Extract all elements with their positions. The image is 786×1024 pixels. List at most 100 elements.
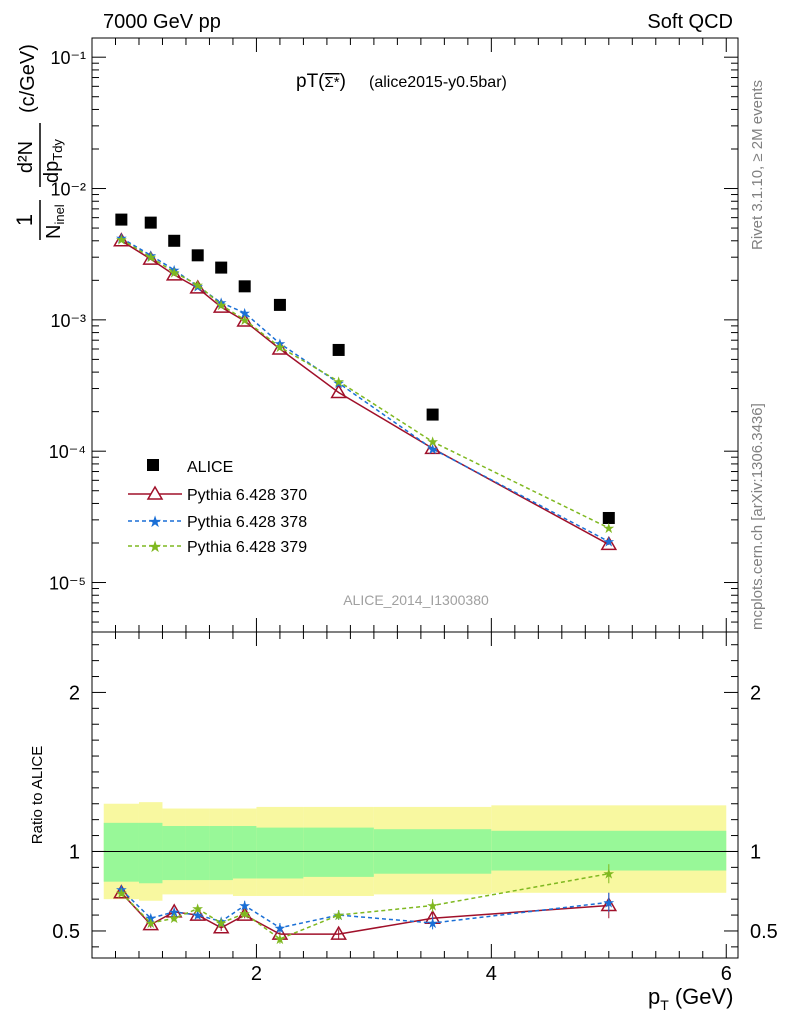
legend-marker-alice — [147, 459, 159, 471]
ratio-378-point: ★ — [144, 911, 157, 927]
pythia-379-point: ★ — [603, 521, 616, 537]
pythia-379-point: ★ — [215, 298, 228, 314]
ylabel-dp-sub: Tdy — [50, 139, 65, 161]
ratio-y-tick-label-right: 0.5 — [750, 921, 778, 943]
ratio-378-point: ★ — [274, 921, 287, 937]
inner-band-segment — [209, 826, 233, 881]
pythia-370-point — [271, 340, 289, 355]
inner-band-segment — [138, 822, 163, 884]
ratio-379-point: ★ — [191, 902, 204, 918]
x-tick-label: 4 — [486, 963, 497, 985]
main-axis-ticks — [92, 38, 738, 632]
alice-data-point — [602, 511, 615, 524]
pythia-379-point: ★ — [426, 435, 439, 451]
ratio-378-point: ★ — [168, 905, 181, 921]
ratio-series: ★★ ★ ★ ★★★★ ★★★★ ★★★★★★★★ — [113, 864, 618, 948]
inner-band-segment — [491, 830, 727, 871]
ylabel-nev-sub: inel — [52, 204, 67, 224]
pythia-378-point: ★ — [115, 231, 128, 247]
ylabel-unit: (c/GeV) — [17, 44, 39, 113]
ratio-370-point — [330, 925, 347, 940]
pythia-370-point — [212, 298, 230, 313]
pythia-378-point: ★ — [603, 535, 616, 551]
alice-data-point — [332, 343, 345, 356]
ratio-379-point: ★ — [215, 916, 228, 932]
ratio-y-tick-label-left: 1 — [69, 841, 80, 863]
plot-title: pT(Σ*) — [296, 71, 346, 92]
legend-label-378: Pythia 6.428 378 — [187, 514, 307, 531]
alice-data-point — [144, 216, 157, 229]
legend-label-alice: ALICE — [187, 459, 233, 476]
pythia-378-point: ★ — [274, 337, 287, 353]
pythia-378-point: ★ — [144, 248, 157, 264]
ratio-370-point — [113, 884, 130, 899]
main-plot-panel: 10⁻⁵ 10⁻⁴ 10⁻³ 10⁻² 10⁻¹ ★★★★★★★★★★★★★★★… — [12, 37, 739, 633]
legend-marker-378: ★ — [148, 514, 162, 531]
pythia-378-point: ★ — [168, 263, 181, 279]
inner-band-segment — [232, 826, 257, 879]
inner-band-segment — [256, 827, 304, 879]
ratio-y-tick-label-left: 2 — [69, 682, 80, 704]
legend-label-379: Pythia 6.428 379 — [187, 539, 307, 556]
ratio-379-point: ★ — [603, 867, 616, 883]
ratio-y-axis-label: Ratio to ALICE — [29, 746, 46, 844]
alice-data-point — [426, 408, 439, 421]
analysis-watermark: ALICE_2014_I1300380 — [343, 592, 489, 608]
pythia-378-point: ★ — [426, 442, 439, 458]
ratio-379-point: ★ — [168, 911, 181, 927]
y-tick-label: 10⁻³ — [50, 311, 86, 331]
main-y-tick-labels: 10⁻⁵ 10⁻⁴ 10⁻³ 10⁻² 10⁻¹ — [49, 48, 86, 593]
ratio-plot-panel: ★★ ★ ★ ★★★★ ★★★★ ★★★★★★★★ 0.5 1 2 0.5 1 2 2 4… — [29, 631, 778, 1013]
x-tick-label: 6 — [721, 963, 732, 985]
y-tick-label: 10⁻⁴ — [49, 442, 86, 462]
plot-title-tag: (alice2015-y0.5bar) — [369, 74, 507, 91]
legend-label-370: Pythia 6.428 370 — [187, 487, 307, 504]
ratio-line-378 — [120, 889, 609, 929]
ratio-axis-ticks — [92, 632, 738, 958]
header-left: 7000 GeV pp — [103, 11, 221, 33]
inner-band-segment — [303, 827, 374, 877]
y-tick-label: 10⁻² — [50, 180, 86, 200]
ylabel-dn: d²N — [15, 141, 37, 173]
alice-data-point — [168, 234, 181, 247]
pythia-370-point — [600, 535, 618, 551]
pythia-379-point: ★ — [274, 340, 287, 356]
legend-marker-370 — [146, 485, 164, 500]
ratio-370-point — [142, 916, 160, 931]
ratio-379-point: ★ — [274, 932, 287, 948]
ratio-379-point: ★ — [332, 908, 345, 924]
plot-title-particle: Σ* — [325, 74, 340, 91]
pythia-379-point: ★ — [168, 265, 181, 281]
main-y-axis-label: 1 Ninel d²N dpTdy (c/GeV) — [12, 44, 67, 240]
x-axis-label-unit: (GeV) — [675, 984, 734, 1009]
ylabel-dp: dpTdy — [41, 139, 65, 183]
ratio-y-tick-label-left: 0.5 — [52, 921, 80, 943]
inner-band-segment — [103, 822, 139, 882]
alice-data-point — [238, 280, 251, 293]
alice-data-point — [273, 298, 286, 311]
ylabel-dp-main: dp — [41, 161, 63, 183]
y-tick-label: 10⁻¹ — [50, 48, 86, 68]
main-series: ★★★★★★★★★★★★★★★★★★★★ — [113, 213, 618, 551]
plot-title-main: pT( — [296, 71, 325, 92]
alice-data-point — [191, 249, 204, 262]
pythia-370-point — [236, 312, 253, 327]
pythia-379-point: ★ — [144, 250, 157, 266]
ylabel-nev: Ninel — [43, 204, 67, 239]
pythia-378-point: ★ — [215, 296, 228, 312]
pythia-379-point: ★ — [191, 278, 204, 294]
header-right: Soft QCD — [647, 11, 733, 33]
legend-marker-379: ★ — [148, 539, 162, 556]
ratio-379-point: ★ — [115, 886, 128, 902]
rivet-label: Rivet 3.1.10, ≥ 2M events — [749, 80, 766, 250]
pythia-378-point: ★ — [332, 376, 345, 392]
ratio-y-tick-label-right: 1 — [750, 841, 761, 863]
ratio-y-tick-label-right: 2 — [750, 682, 761, 704]
alice-data-point — [115, 213, 128, 226]
ylabel-one: 1 — [12, 214, 37, 226]
ratio-379-point: ★ — [426, 899, 439, 915]
ratio-378-point: ★ — [238, 899, 251, 915]
ratio-370-point — [236, 906, 253, 921]
ratio-378-point: ★ — [426, 916, 439, 932]
